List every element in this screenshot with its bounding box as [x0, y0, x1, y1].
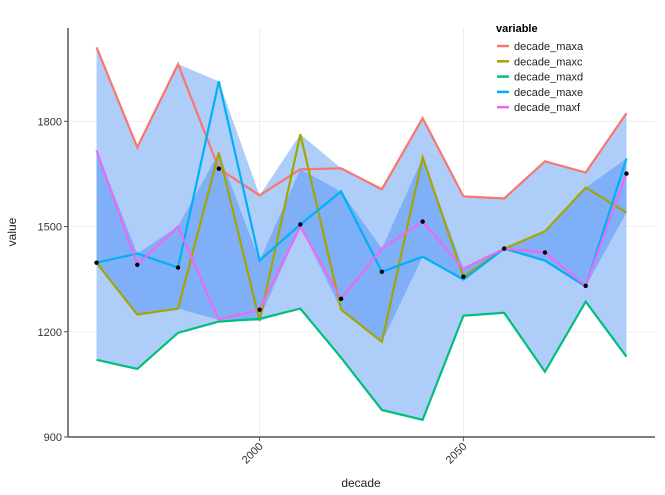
- legend-label: decade_maxf: [514, 102, 581, 114]
- line-decade_maxf: [95, 150, 628, 322]
- legend-label: decade_maxc: [514, 56, 583, 68]
- median-point: [338, 296, 344, 301]
- y-tick-label: 1200: [38, 327, 62, 339]
- x-tick-label: 2000: [240, 441, 266, 467]
- median-point: [379, 269, 385, 274]
- median-point: [135, 262, 140, 267]
- median-point: [624, 171, 629, 176]
- legend-label: decade_maxd: [514, 72, 583, 84]
- median-point: [420, 219, 425, 224]
- line-decade_maxd: [96, 299, 628, 422]
- median-point: [542, 250, 548, 255]
- median-point: [583, 283, 588, 289]
- median-point: [175, 265, 181, 270]
- x-tick-label: 2050: [444, 441, 470, 467]
- line-decade_maxc: [95, 134, 628, 344]
- median-points: [94, 166, 629, 312]
- legend-label: decade_maxa: [514, 41, 584, 53]
- series-lines: [95, 46, 628, 422]
- legend-label: decade_maxe: [514, 87, 583, 99]
- median-point: [501, 246, 507, 251]
- line-decade_maxe: [96, 81, 628, 289]
- line-decade_maxa: [95, 46, 628, 200]
- y-tick-label: 900: [44, 432, 62, 444]
- y-tick-label: 1500: [38, 222, 62, 234]
- legend-title: variable: [496, 23, 538, 35]
- median-point: [216, 166, 222, 171]
- legend: variable decade_maxa decade_maxc decade_ma…: [496, 23, 584, 114]
- y-tick-label: 1800: [38, 116, 62, 128]
- y-axis-title: value: [5, 217, 19, 246]
- median-point: [94, 260, 99, 265]
- median-point: [461, 274, 466, 279]
- x-axis-title: decade: [341, 476, 381, 490]
- median-point: [257, 307, 262, 312]
- median-point: [298, 222, 303, 227]
